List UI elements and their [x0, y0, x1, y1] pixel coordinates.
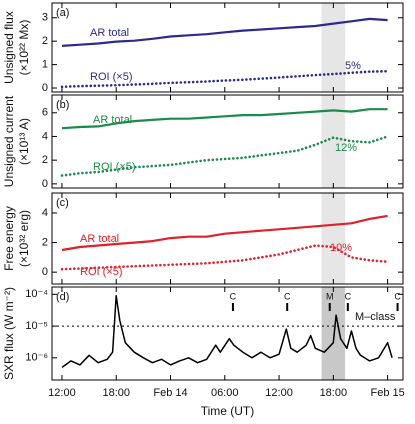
y-axis-unit: (×10²² Mx)	[17, 20, 31, 76]
y-tick-label: 2	[42, 154, 48, 166]
highlight-band	[321, 95, 346, 188]
highlight-band	[321, 287, 346, 380]
y-axis-title: Unsigned flux	[2, 11, 16, 84]
y-tick-label: 2	[42, 236, 48, 248]
series-line	[60, 244, 389, 271]
annotation: 10%	[330, 242, 352, 254]
x-tick-label: 18:00	[102, 387, 130, 399]
series-label: AR total	[90, 27, 129, 39]
series-label: AR total	[80, 233, 119, 245]
series-line	[61, 214, 388, 252]
y-tick-label: 3	[42, 12, 48, 24]
flare-label: C	[230, 291, 237, 301]
series-line	[61, 17, 388, 47]
series-label: ROI (×5)	[90, 71, 132, 83]
series-line	[60, 135, 389, 177]
series-label: AR total	[93, 114, 132, 126]
y-tick-label: 1	[42, 59, 48, 71]
x-tick-label: 12:00	[48, 387, 76, 399]
y-axis-unit: (×10¹³ A)	[17, 118, 31, 165]
x-tick-label: Feb 14	[153, 387, 187, 399]
x-tick-label: 12:00	[265, 387, 293, 399]
flare-label: C	[345, 291, 352, 301]
flare-label: C	[394, 291, 401, 301]
series-line	[61, 108, 388, 130]
y-tick-label: 0	[42, 82, 48, 94]
y-tick-label: 6	[42, 107, 48, 119]
highlight-band	[321, 193, 346, 284]
y-tick-label: 4	[42, 130, 48, 142]
y-tick-label: 10⁻⁴	[25, 288, 48, 300]
y-tick-label: 4	[42, 207, 48, 219]
flare-label: C	[284, 291, 291, 301]
panel-tag: (c)	[56, 197, 69, 209]
x-axis-title: Time (UT)	[201, 404, 255, 418]
y-axis-title: Unsigned current	[2, 95, 16, 187]
panel-tag: (b)	[56, 99, 69, 111]
panel-frame	[51, 2, 404, 93]
series-line	[60, 69, 389, 89]
flare-label: M	[326, 291, 334, 301]
panel-frame	[51, 192, 404, 285]
panel-frame	[51, 286, 404, 381]
panel-tag: (d)	[56, 291, 69, 303]
threshold-label: M–class	[355, 311, 396, 323]
y-tick-label: 0	[42, 178, 48, 190]
y-tick-label: 0	[42, 266, 48, 278]
y-axis-title: Free energy	[2, 206, 16, 271]
panel-frame	[51, 94, 404, 189]
y-axis-title: SXR flux (W m⁻²)	[2, 287, 16, 380]
y-tick-label: 10⁻⁵	[25, 320, 48, 332]
annotation: 5%	[345, 60, 361, 72]
highlight-band	[321, 3, 346, 92]
y-tick-label: 2	[42, 35, 48, 47]
series-line	[61, 295, 393, 369]
series-label: ROI (×5)	[80, 266, 122, 278]
series-label: ROI (×5)	[93, 161, 135, 173]
panel-tag: (a)	[56, 7, 69, 19]
x-tick-label: 18:00	[320, 387, 348, 399]
y-axis-unit: (×10³² erg)	[17, 210, 31, 267]
y-tick-label: 10⁻⁶	[25, 352, 48, 364]
x-tick-label: Feb 15	[370, 387, 404, 399]
annotation: 12%	[335, 142, 357, 154]
x-tick-label: 06:00	[211, 387, 239, 399]
